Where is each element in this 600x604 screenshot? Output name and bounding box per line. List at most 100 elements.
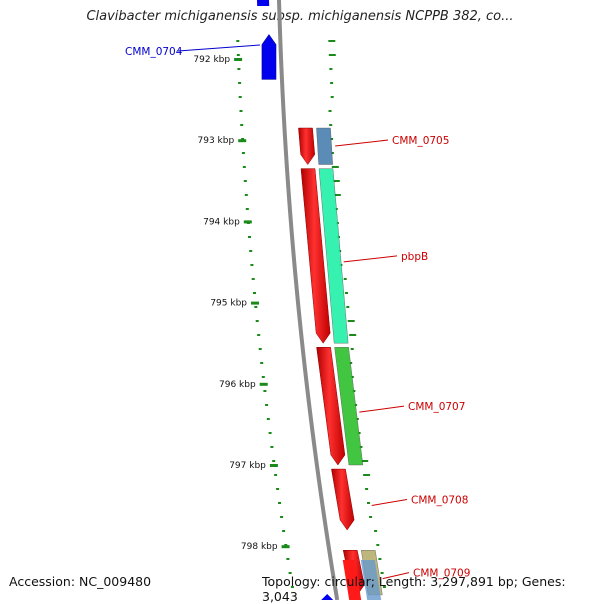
gc-tick-right bbox=[329, 68, 333, 70]
gc-tick-left bbox=[258, 348, 262, 350]
gc-tick-right bbox=[347, 320, 355, 322]
gc-tick-right bbox=[328, 110, 332, 112]
backbone-line bbox=[277, 0, 340, 600]
gene-leader-CMM_0704 bbox=[177, 44, 261, 52]
gc-tick-right bbox=[349, 334, 357, 336]
gc-tick-right bbox=[380, 572, 384, 574]
gc-tick-left bbox=[255, 320, 259, 322]
gc-tick-left bbox=[260, 362, 264, 364]
scale-tick bbox=[269, 464, 278, 467]
gc-tick-left bbox=[284, 544, 288, 546]
gc-tick-left bbox=[270, 446, 274, 448]
gene-label-pbpB[interactable]: pbpB bbox=[401, 251, 428, 263]
scale-tick bbox=[238, 139, 247, 143]
gene-arrow-partial-bottom-blue bbox=[321, 594, 334, 600]
gc-tick-left bbox=[250, 264, 254, 266]
gc-tick-left bbox=[280, 516, 284, 518]
gc-tick-left bbox=[241, 138, 245, 140]
gc-tick-left bbox=[248, 236, 251, 238]
gc-tick-right bbox=[343, 278, 347, 280]
gc-tick-left bbox=[245, 208, 249, 210]
gc-tick-left bbox=[282, 530, 286, 532]
gc-tick-left bbox=[241, 152, 245, 154]
gc-tick-left bbox=[236, 40, 240, 42]
scale-tick-label: 797 kbp bbox=[229, 461, 266, 471]
gc-tick-left bbox=[288, 572, 292, 574]
gene-label-CMM_0705[interactable]: CMM_0705 bbox=[392, 135, 449, 147]
gc-tick-left bbox=[253, 292, 256, 294]
gc-tick-left bbox=[257, 334, 261, 336]
gene-track bbox=[257, 0, 383, 600]
gene-labels: CMM_0704 CMM_0705 pbpB CMM_0707 CMM_0708 CMM_… bbox=[125, 44, 470, 580]
gc-tick-right bbox=[330, 138, 334, 140]
gc-tick-left bbox=[238, 82, 242, 84]
scale-tick-label: 792 kbp bbox=[193, 55, 230, 65]
homolog-block-CMM_0707[interactable] bbox=[334, 347, 364, 466]
gene-arrow-CMM_0704[interactable] bbox=[261, 34, 277, 80]
gene-arrow-partial-top bbox=[257, 0, 270, 6]
scale-tick bbox=[243, 220, 252, 224]
gc-tick-right bbox=[332, 180, 340, 182]
gene-label-CMM_0709[interactable]: CMM_0709 bbox=[413, 568, 470, 580]
gc-tick-left bbox=[268, 432, 272, 434]
gene-leader-pbpB bbox=[343, 255, 398, 263]
gc-tick-left bbox=[236, 54, 240, 56]
genome-backbone bbox=[277, 0, 340, 600]
gc-tick-right bbox=[365, 488, 369, 490]
gene-arrow-pbpB[interactable] bbox=[300, 168, 331, 344]
homolog-block-CMM_0705[interactable] bbox=[316, 127, 333, 165]
gc-tick-right bbox=[382, 586, 386, 588]
gene-leader-CMM_0707 bbox=[359, 405, 405, 413]
gc-tick-right bbox=[330, 96, 334, 98]
gc-tick-left bbox=[272, 460, 276, 462]
scale-tick bbox=[281, 545, 290, 549]
gc-tick-right bbox=[346, 306, 350, 308]
gc-tick-right bbox=[333, 194, 341, 196]
gc-tick-left bbox=[238, 96, 242, 98]
gc-tick-left bbox=[244, 194, 248, 196]
gene-arrow-CMM_0707[interactable] bbox=[316, 347, 346, 466]
homolog-block-pbpB[interactable] bbox=[318, 168, 349, 344]
homolog-partial-bottom bbox=[360, 560, 382, 600]
gc-tick-left bbox=[286, 558, 290, 560]
scale-tick-label: 795 kbp bbox=[210, 299, 247, 309]
gc-tick-right bbox=[331, 166, 339, 168]
scale-ticks: 792 kbp 793 kbp 794 kbp 795 kbp 796 kbp 797 k… bbox=[193, 55, 290, 552]
gc-tick-right bbox=[361, 460, 369, 462]
gc-tick-left bbox=[254, 306, 258, 308]
gc-tick-right bbox=[369, 516, 373, 518]
gc-skew-track bbox=[236, 40, 386, 588]
gene-leader-CMM_0705 bbox=[335, 139, 389, 147]
gene-label-CMM_0707[interactable]: CMM_0707 bbox=[408, 401, 465, 413]
gc-tick-right bbox=[374, 530, 378, 532]
scale-tick-label: 793 kbp bbox=[198, 136, 235, 146]
gene-arrow-partial-bottom bbox=[342, 560, 362, 600]
gene-arrow-CMM_0708[interactable] bbox=[331, 468, 355, 531]
gene-label-CMM_0704[interactable]: CMM_0704 bbox=[125, 46, 183, 58]
gc-tick-left bbox=[265, 404, 269, 406]
gc-tick-right bbox=[328, 54, 336, 56]
accession-text: Accession: NC_009480 bbox=[9, 574, 152, 589]
gene-label-CMM_0708[interactable]: CMM_0708 bbox=[411, 495, 468, 507]
gc-tick-left bbox=[237, 68, 241, 70]
gene-leader-CMM_0708 bbox=[371, 499, 408, 507]
gc-tick-left bbox=[242, 166, 246, 168]
gc-tick-left bbox=[261, 376, 265, 378]
gene-leader-CMM_0709 bbox=[382, 572, 410, 580]
gc-tick-right bbox=[329, 124, 333, 126]
scale-tick bbox=[259, 382, 268, 386]
gc-tick-left bbox=[243, 180, 247, 182]
gc-tick-right bbox=[378, 558, 382, 560]
gc-tick-right bbox=[376, 544, 380, 546]
gc-tick-left bbox=[274, 474, 278, 476]
gc-tick-left bbox=[240, 124, 244, 126]
gc-tick-right bbox=[363, 474, 371, 476]
gc-tick-right bbox=[328, 40, 336, 42]
gc-tick-left bbox=[278, 502, 281, 504]
gc-tick-left bbox=[276, 488, 280, 490]
gc-tick-left bbox=[251, 278, 255, 280]
gene-arrow-CMM_0705[interactable] bbox=[298, 127, 315, 165]
map-title: Clavibacter michiganensis subsp. michiga… bbox=[86, 9, 514, 24]
gc-tick-left bbox=[239, 110, 243, 112]
